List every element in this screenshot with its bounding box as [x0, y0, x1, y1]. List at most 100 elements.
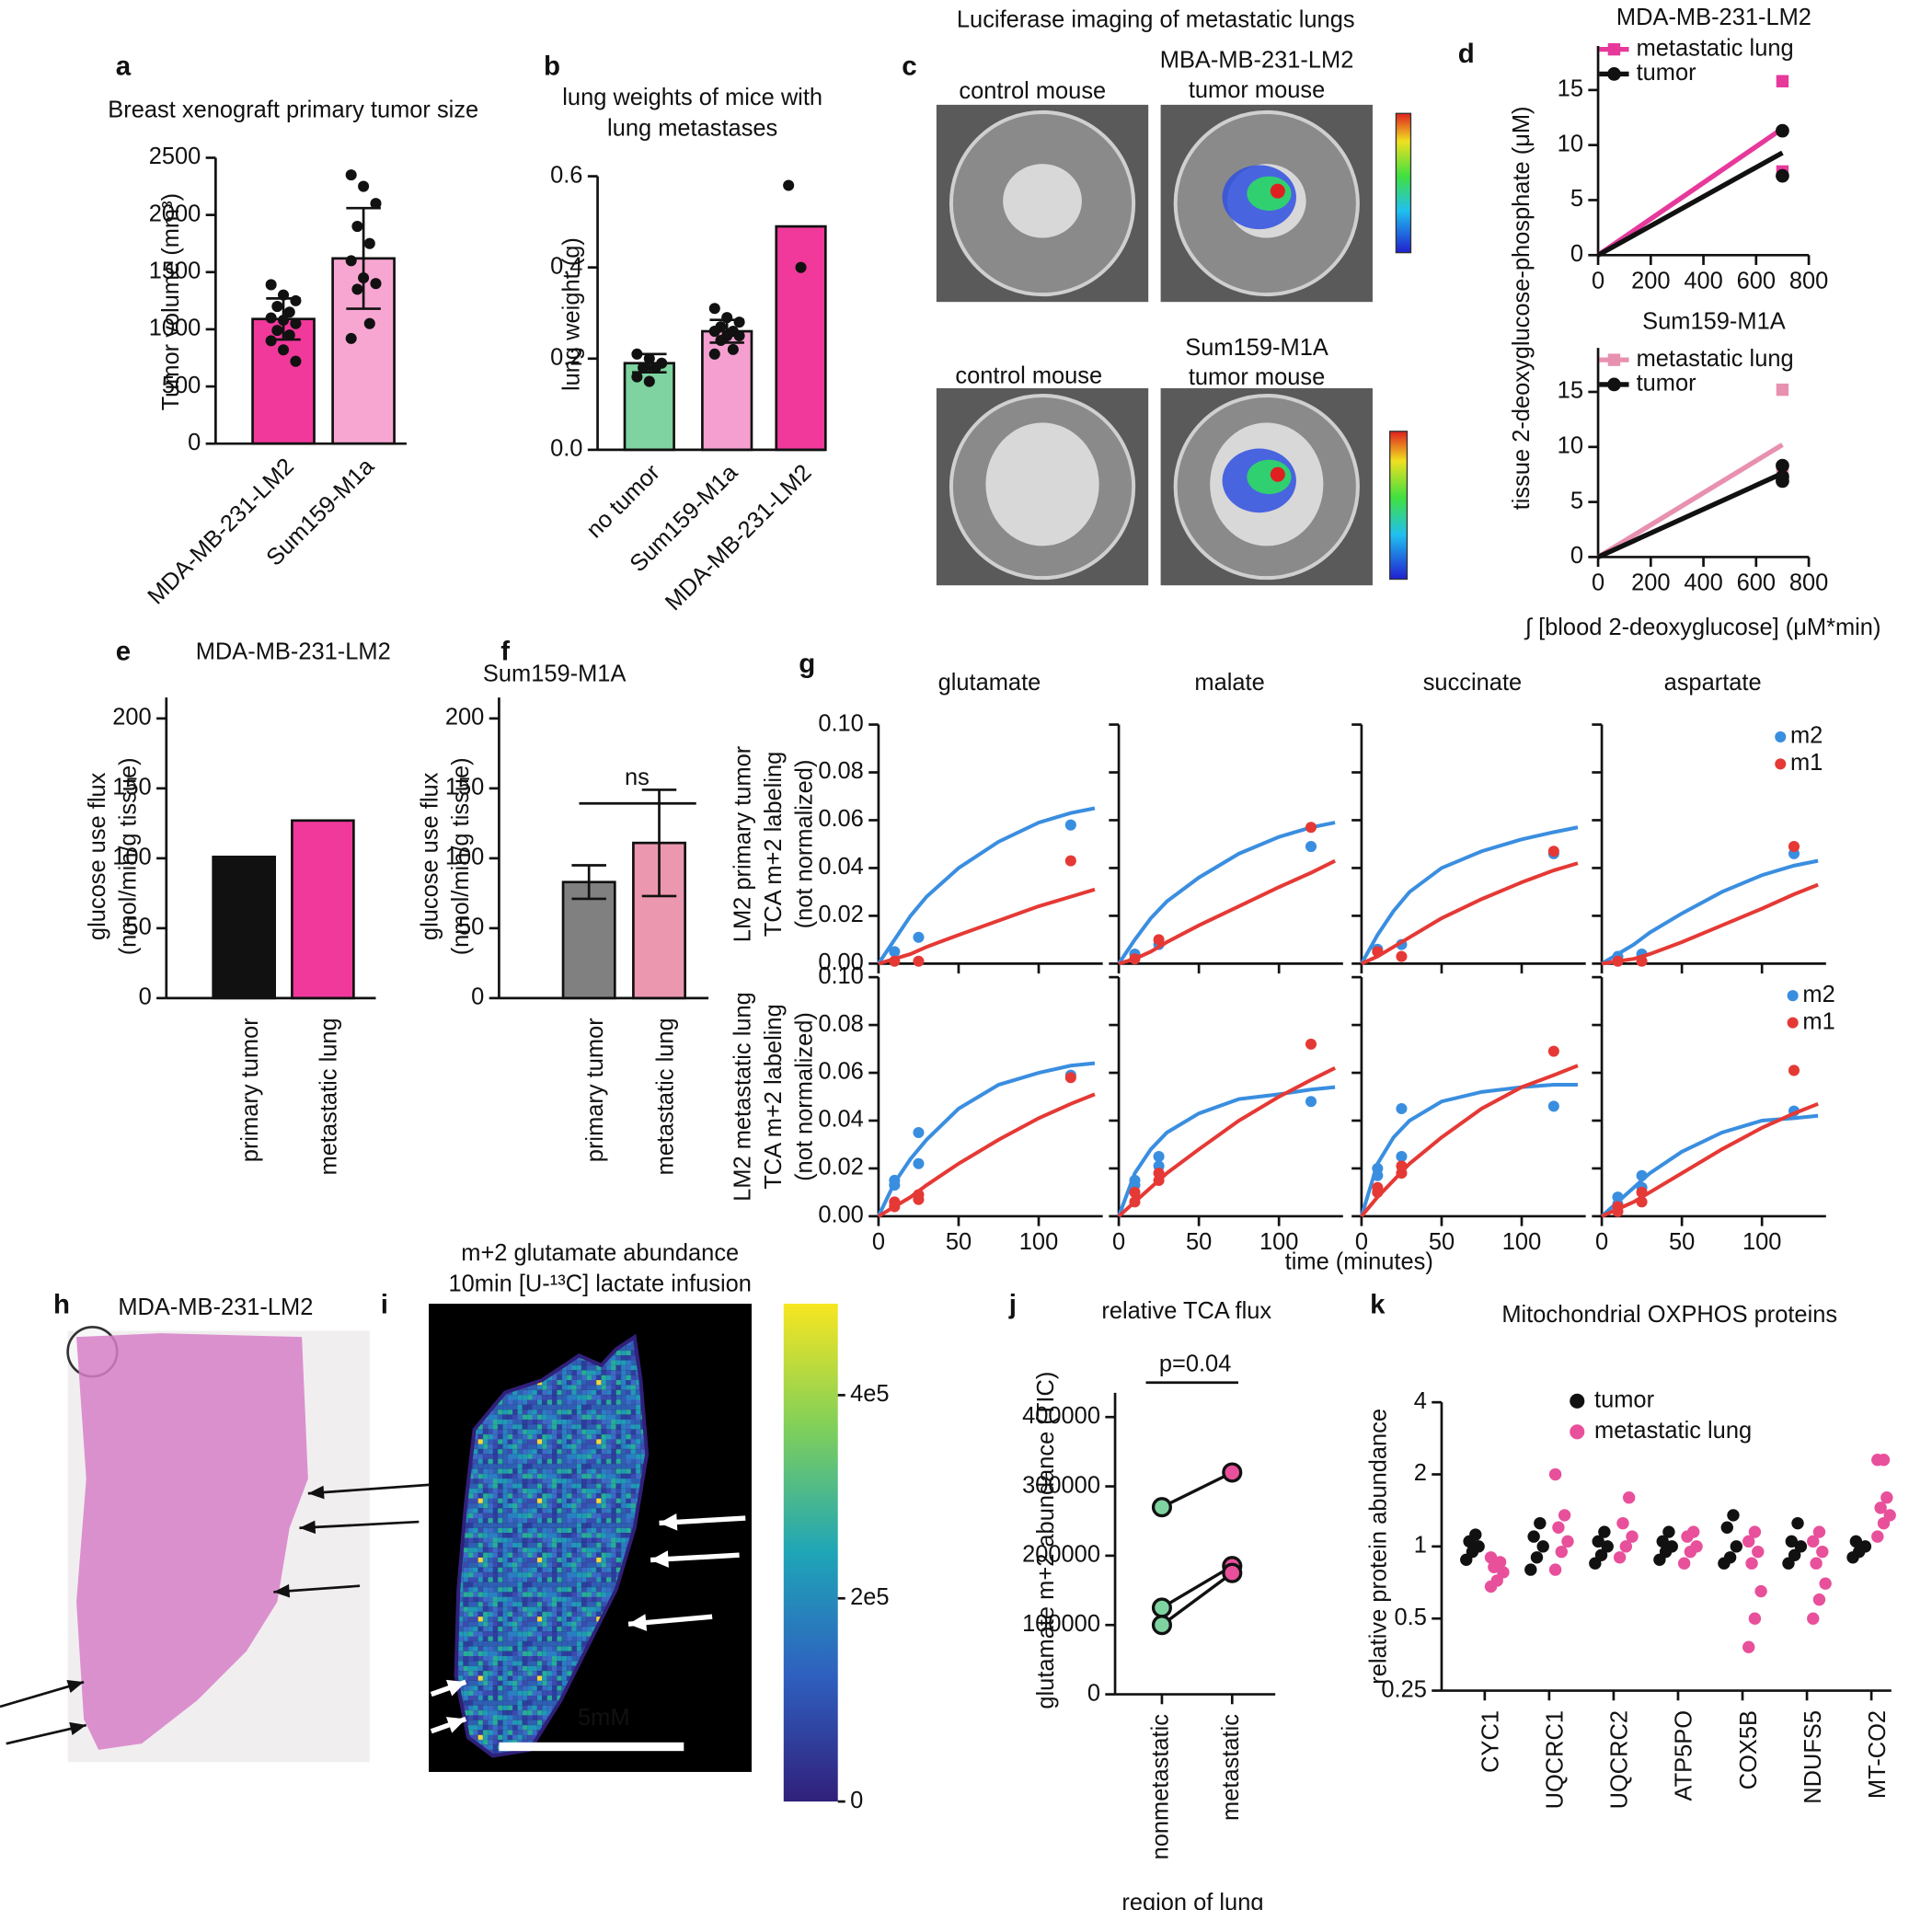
data-point: [1527, 1530, 1540, 1543]
y-axis-label: relative protein abundance: [1366, 1409, 1392, 1685]
y-tick-label: 200: [445, 705, 484, 731]
error-bar: [571, 864, 606, 901]
data-point: [913, 931, 925, 943]
y-tick-label: 0: [188, 430, 201, 455]
colorbar-tick-label: 2e5: [850, 1584, 889, 1610]
data-point: [1622, 1491, 1636, 1504]
y-axis-label: LM2 primary tumor: [730, 745, 756, 942]
panel-letter: k: [1370, 1289, 1386, 1319]
data-point: [283, 329, 295, 341]
title: MDA-MB-231-LM2: [118, 1294, 313, 1320]
data-point: [1396, 1150, 1408, 1162]
y-tick-label: 0: [1087, 1680, 1100, 1706]
data-point: [1607, 42, 1621, 56]
arrow-head: [628, 1614, 648, 1631]
data-point: [1469, 1528, 1482, 1541]
data-point: [1636, 1186, 1648, 1198]
data-point: [721, 312, 733, 324]
y-tick-label: 10: [1558, 433, 1583, 459]
legend-swatch: [1570, 1393, 1585, 1409]
x-tick-label: 50: [1186, 1229, 1212, 1255]
y-tick-label: 1000: [149, 316, 201, 341]
data-point: [1880, 1491, 1893, 1504]
signal: [1270, 466, 1285, 482]
data-point: [1548, 1467, 1562, 1481]
y-tick-label: 0: [1570, 241, 1583, 267]
data-point: [1064, 855, 1076, 867]
x-tick-label: 400: [1684, 570, 1722, 596]
y-tick-label: 1500: [149, 258, 201, 283]
data-point: [1612, 955, 1624, 967]
y-axis-label: glucose use flux: [85, 772, 110, 940]
data-point: [1064, 819, 1076, 831]
x-tick-label: 0: [1592, 268, 1604, 293]
panel-letter: h: [53, 1289, 70, 1319]
x-tick-label: 200: [1631, 570, 1670, 596]
data-point: [1788, 1548, 1801, 1561]
y-tick-label: 0.06: [818, 1059, 864, 1085]
data-point: [1723, 1551, 1737, 1564]
x-tick-label: metastatic: [1218, 1714, 1244, 1821]
y-axis-label: (nmol/min/g tissue): [448, 757, 474, 955]
x-tick-label: 0: [1595, 1229, 1608, 1255]
data-point: [1372, 1162, 1384, 1174]
arrow: [307, 1483, 430, 1495]
bar: [701, 329, 753, 452]
lung-tissue: [1003, 164, 1082, 238]
y-tick-label: 200: [112, 705, 151, 731]
panel-letter: b: [544, 51, 560, 81]
fit-line: [877, 806, 1096, 965]
data-point: [795, 261, 807, 273]
y-axis-label: glutamate m+2 abundance (TIC): [1033, 1372, 1059, 1709]
y-tick-label: 15: [1558, 76, 1583, 102]
data-point: [1493, 1556, 1507, 1569]
data-point: [1612, 1191, 1624, 1203]
panel-letter: j: [1008, 1289, 1017, 1319]
data-point: [1547, 1045, 1559, 1057]
data-point: [370, 198, 382, 210]
data-point: [1547, 1100, 1559, 1112]
y-tick-label: 2500: [149, 144, 201, 169]
x-tick-label: 50: [1669, 1229, 1695, 1255]
data-point: [363, 237, 375, 249]
pair-line: [1161, 1470, 1234, 1509]
pair-line: [1160, 1571, 1234, 1627]
caption: Sum159-M1A: [1185, 335, 1328, 361]
title: relative TCA flux: [1101, 1298, 1271, 1324]
legend-label: tumor: [1637, 60, 1697, 86]
legend-swatch: [1570, 1424, 1585, 1440]
caption: control mouse: [955, 363, 1102, 389]
data-point: [643, 375, 655, 387]
x-tick-label: metastatic lung: [316, 1018, 342, 1175]
data-point: [1616, 1516, 1629, 1530]
data-point: [351, 221, 363, 233]
x-tick-label: 800: [1789, 268, 1828, 293]
tissue-section: [76, 1333, 308, 1750]
data-point: [889, 946, 901, 958]
x-tick-label: MDA-MB-231-LM2: [661, 460, 817, 616]
data-point: [913, 955, 925, 967]
data-point: [1812, 1593, 1826, 1606]
data-point: [278, 314, 290, 326]
data-point: [1776, 123, 1789, 138]
fit-line: [1361, 861, 1579, 966]
panel-letter: a: [116, 51, 132, 81]
data-point: [278, 289, 290, 301]
y-axis-label: TCA m+2 labeling: [761, 752, 787, 938]
data-point: [1607, 377, 1621, 392]
data-point: [278, 344, 290, 356]
data-point: [1794, 1540, 1808, 1553]
y-tick-label: 300000: [1022, 1472, 1100, 1498]
x-tick-label: 400: [1684, 268, 1722, 293]
x-tick-label: 0: [1592, 570, 1604, 596]
arrow-head: [659, 1513, 678, 1531]
fit-line: [1359, 1083, 1578, 1217]
column-title: succinate: [1423, 670, 1522, 696]
y-tick-label: 0.04: [818, 854, 864, 880]
data-point: [1561, 1535, 1574, 1548]
arrow-head: [445, 1717, 466, 1733]
data-point: [708, 348, 720, 360]
title: Sum159-M1A: [483, 662, 627, 687]
fit-line: [1601, 1101, 1819, 1218]
